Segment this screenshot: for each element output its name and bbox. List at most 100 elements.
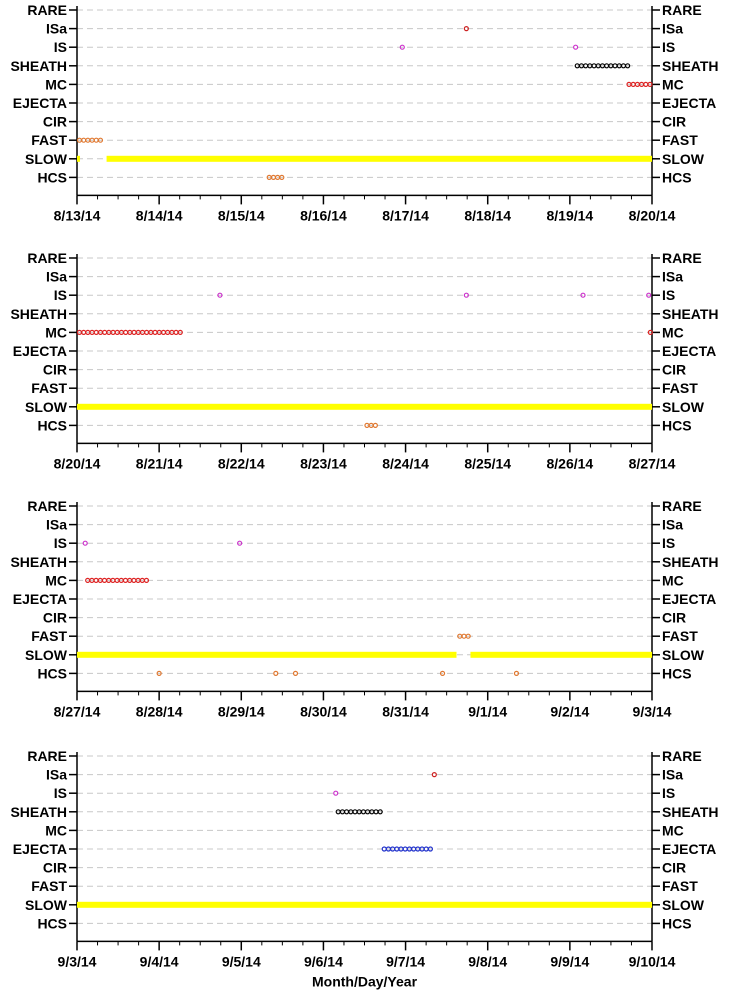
data-point-hcs bbox=[279, 174, 285, 180]
category-label-right: IS bbox=[662, 785, 675, 801]
data-point-hcs bbox=[156, 670, 162, 677]
x-tick-label: 8/22/14 bbox=[218, 455, 265, 471]
data-point-is bbox=[573, 44, 579, 50]
category-label-right: EJECTA bbox=[662, 841, 716, 857]
category-label-left: SHEATH bbox=[10, 306, 67, 322]
category-label-right: SHEATH bbox=[662, 58, 719, 74]
data-point-sheath bbox=[591, 63, 597, 69]
x-tick-label: 8/21/14 bbox=[136, 455, 183, 471]
category-label-right: CIR bbox=[662, 114, 686, 130]
category-label-left: EJECTA bbox=[13, 343, 67, 359]
data-point-hcs bbox=[372, 422, 378, 428]
category-label-left: RARE bbox=[27, 2, 67, 18]
data-point-sheath bbox=[604, 63, 610, 69]
data-point-is bbox=[333, 790, 339, 796]
x-tick-label: 9/3/14 bbox=[633, 703, 672, 719]
data-point-mc bbox=[143, 577, 150, 584]
data-point-mc bbox=[93, 577, 99, 584]
category-label-right: HCS bbox=[662, 665, 692, 681]
category-label-right: SLOW bbox=[662, 399, 705, 415]
data-point-isa bbox=[431, 771, 437, 778]
category-label-right: IS bbox=[662, 39, 675, 55]
category-label-right: ISa bbox=[662, 517, 683, 533]
chart-panel-4: RARE RARE ISa ISa IS IS SHEATH SHEATH MC MC EJECTA… bbox=[10, 748, 718, 989]
category-label-left: CIR bbox=[43, 362, 67, 378]
category-label-left: SHEATH bbox=[10, 554, 67, 570]
x-tick-label: 8/24/14 bbox=[382, 455, 429, 471]
category-label-right: ISa bbox=[662, 767, 683, 783]
data-point-fast bbox=[81, 137, 87, 143]
category-label-left: FAST bbox=[31, 878, 67, 894]
x-axis-title: Month/Day/Year bbox=[312, 973, 418, 989]
x-tick-label: 8/20/14 bbox=[629, 207, 676, 223]
x-tick-label: 8/15/14 bbox=[218, 207, 265, 223]
category-label-left: HCS bbox=[37, 417, 67, 433]
category-label-right: HCS bbox=[662, 417, 692, 433]
x-tick-label: 9/10/14 bbox=[629, 953, 676, 969]
category-label-right: CIR bbox=[662, 610, 686, 626]
data-point-mc bbox=[122, 577, 129, 584]
category-label-right: MC bbox=[662, 76, 684, 92]
data-point-mc bbox=[152, 329, 158, 335]
category-label-left: HCS bbox=[37, 169, 67, 185]
x-tick-label: 8/14/14 bbox=[136, 207, 183, 223]
x-tick-label: 9/1/14 bbox=[468, 703, 507, 719]
data-point-is bbox=[463, 292, 469, 298]
category-label-left: ISa bbox=[46, 21, 67, 37]
x-tick-label: 8/27/14 bbox=[629, 455, 676, 471]
category-label-right: FAST bbox=[662, 380, 698, 396]
x-tick-label: 8/30/14 bbox=[300, 703, 347, 719]
x-tick-label: 8/31/14 bbox=[382, 703, 429, 719]
data-point-is bbox=[646, 292, 652, 298]
category-label-right: HCS bbox=[662, 915, 692, 931]
data-point-fast bbox=[465, 633, 471, 639]
category-label-right: SHEATH bbox=[662, 804, 719, 820]
x-tick-label: 8/19/14 bbox=[546, 207, 593, 223]
data-point-sheath bbox=[377, 809, 383, 815]
data-point-fast bbox=[97, 137, 104, 143]
data-point-mc bbox=[101, 577, 108, 584]
data-point-hcs bbox=[292, 670, 299, 677]
category-label-right: EJECTA bbox=[662, 343, 716, 359]
x-tick-label: 9/4/14 bbox=[140, 953, 179, 969]
category-label-left: CIR bbox=[43, 860, 67, 876]
data-point-ejecta bbox=[427, 846, 434, 852]
category-label-right: MC bbox=[662, 572, 684, 588]
x-tick-label: 9/9/14 bbox=[550, 953, 589, 969]
chart-panel-1: RARE RARE ISa ISa IS IS SHEATH SHEATH MC MC EJECTA… bbox=[10, 2, 718, 223]
category-label-right: FAST bbox=[662, 878, 698, 894]
data-point-hcs bbox=[273, 670, 279, 677]
x-tick-label: 8/28/14 bbox=[136, 703, 183, 719]
data-bar-slow bbox=[106, 155, 653, 162]
category-label-left: CIR bbox=[43, 114, 67, 130]
data-point-ejecta bbox=[402, 846, 408, 852]
x-tick-label: 9/6/14 bbox=[304, 953, 343, 969]
category-label-right: EJECTA bbox=[662, 95, 716, 111]
chart-panel-2: RARE RARE ISa ISa IS IS SHEATH SHEATH MC MC EJECTA… bbox=[10, 250, 718, 471]
category-label-left: FAST bbox=[31, 628, 67, 644]
data-point-sheath bbox=[612, 63, 618, 69]
category-label-right: SLOW bbox=[662, 897, 705, 913]
category-label-left: IS bbox=[54, 39, 67, 55]
data-point-sheath bbox=[625, 63, 631, 69]
category-label-right: SLOW bbox=[662, 647, 705, 663]
data-point-mc bbox=[647, 329, 653, 335]
category-label-left: CIR bbox=[43, 610, 67, 626]
data-point-sheath bbox=[352, 809, 358, 815]
data-point-is bbox=[217, 292, 223, 298]
x-tick-label: 8/23/14 bbox=[300, 455, 347, 471]
data-point-is bbox=[580, 292, 586, 298]
category-label-right: CIR bbox=[662, 860, 686, 876]
data-point-mc bbox=[110, 329, 116, 335]
data-point-mc bbox=[93, 329, 99, 335]
category-label-right: IS bbox=[662, 535, 675, 551]
category-label-left: IS bbox=[54, 287, 67, 303]
data-point-mc bbox=[643, 81, 649, 88]
data-bar-slow bbox=[470, 651, 652, 658]
category-label-right: RARE bbox=[662, 498, 702, 514]
chart-panel-3: RARE RARE ISa ISa IS IS SHEATH SHEATH MC MC EJECTA… bbox=[10, 498, 718, 719]
x-tick-label: 8/16/14 bbox=[300, 207, 347, 223]
x-tick-label: 8/25/14 bbox=[464, 455, 511, 471]
x-tick-label: 9/3/14 bbox=[58, 953, 97, 969]
